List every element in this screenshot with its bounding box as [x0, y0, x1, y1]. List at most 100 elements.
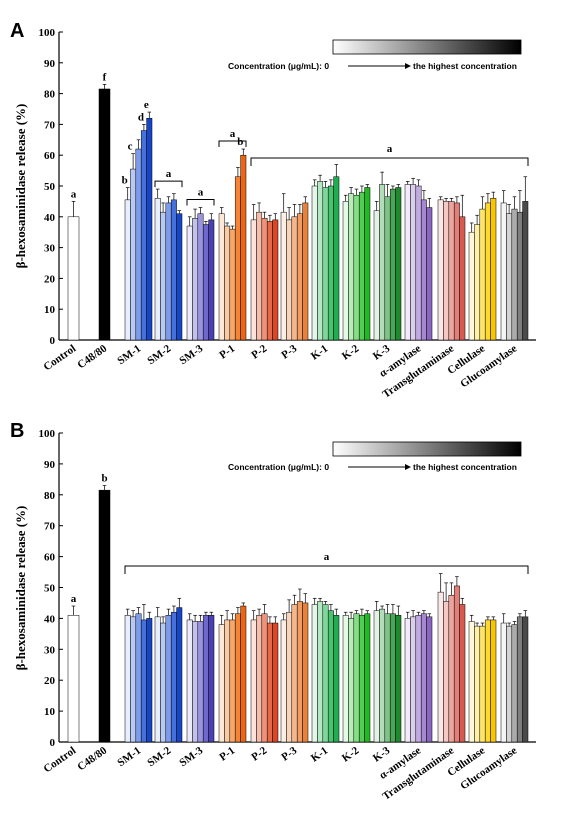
panel-b-bar	[364, 613, 371, 743]
panel-a-x-tick-label: P-3	[279, 342, 299, 361]
panel-b-bar	[404, 618, 411, 743]
panel-b-bar	[459, 604, 466, 743]
panel-b-x-tick-label: P-1	[217, 745, 237, 764]
panel-b-category-5	[218, 602, 247, 743]
panel-b-category-4	[186, 611, 215, 743]
panel-a-legend-label: Concentration (μg/mL): 0	[228, 61, 329, 71]
panel-a-bar	[348, 193, 355, 341]
panel-a-bar	[484, 202, 491, 341]
panel-b-bar	[261, 613, 268, 743]
panel-a-bar	[140, 130, 147, 341]
panel-a-y-axis-label: β-hexosaminidase release (%)	[13, 104, 28, 269]
panel-a-bar	[322, 187, 329, 341]
panel-b-bar	[479, 625, 486, 743]
panel-b-bar	[342, 615, 349, 743]
panel-b-category-8	[311, 597, 340, 743]
panel-a-significance-letter: b	[122, 175, 128, 187]
panel-a-bar	[296, 213, 303, 341]
panel-b-x-tick-label: P-2	[249, 744, 269, 763]
panel-b-bar	[311, 604, 318, 743]
panel-b-y-axis-label: β-hexosaminidase release (%)	[13, 506, 28, 671]
panel-a-x-tick-label: SM-3	[177, 342, 205, 367]
panel-b-y-tick-label: 10	[44, 706, 56, 718]
panel-a-category-10	[373, 171, 402, 341]
panel-b-bar	[202, 615, 209, 743]
panel-a-legend-gradient	[332, 39, 522, 55]
panel-a-x-tick-label: P-1	[217, 343, 237, 362]
panel-b-category-0	[67, 605, 80, 743]
panel-b-bar	[500, 622, 507, 743]
panel-a-bar	[333, 176, 340, 341]
panel-b-bar	[302, 602, 309, 743]
panel-b-bar	[224, 619, 231, 743]
panel-a-bar	[266, 221, 273, 341]
panel-a-category-4	[186, 207, 215, 341]
panel-b-bar	[358, 615, 365, 743]
panel-a-chart: A β-hexosaminidase release (%) Concentra…	[10, 20, 536, 401]
panel-a-y-tick-label: 10	[44, 304, 56, 316]
panel-a-bar	[404, 184, 411, 341]
panel-a-x-tick-label: Glucoamylase	[458, 343, 519, 391]
panel-a-y-tick-label: 90	[44, 58, 56, 70]
panel-a-significance-bracket	[154, 180, 183, 188]
panel-b-category-13	[468, 614, 497, 743]
panel-b-bar	[124, 615, 131, 743]
panel-a-category-13	[468, 191, 497, 341]
panel-a-bar	[327, 185, 334, 341]
panel-b-bar	[437, 591, 444, 743]
panel-b-bar	[453, 585, 460, 743]
panel-b-letter: B	[10, 420, 24, 442]
panel-a-bar	[511, 208, 518, 341]
panel-a-bar	[443, 201, 450, 341]
panel-b-bar	[208, 615, 215, 743]
panel-a-bar	[280, 211, 287, 341]
panel-a-legend-arrow-icon	[405, 63, 411, 69]
panel-b-bar	[317, 601, 324, 743]
panel-b-legend-arrow-icon	[405, 464, 411, 470]
panel-b-bar	[266, 622, 273, 743]
panel-b-bar	[176, 607, 183, 743]
panel-a-bar	[154, 198, 161, 341]
panel-a-bar	[379, 184, 386, 341]
panel-b-x-tick-label: SM-1	[115, 745, 143, 770]
panel-b-category-11	[404, 610, 433, 743]
panel-b-y-tick-label: 60	[44, 552, 56, 564]
panel-a-x-tick-label: K-1	[309, 343, 330, 363]
panel-b-bar	[516, 616, 523, 743]
panel-b-bar	[468, 621, 475, 743]
panel-b-bar	[511, 624, 518, 743]
panel-b-bar	[170, 611, 177, 743]
panel-a-bar	[373, 210, 380, 341]
panel-a-bar	[170, 199, 177, 341]
panel-a-significance-letter: a	[387, 143, 393, 155]
panel-b-significance-letter: a	[71, 593, 77, 605]
panel-b-bar	[415, 615, 422, 743]
panel-b-y-tick-label: 70	[44, 521, 56, 533]
panel-b-bar	[395, 615, 402, 743]
panel-a-bar	[426, 207, 433, 341]
panel-a-bar	[459, 216, 466, 341]
panel-a-x-tick-label: P-2	[249, 342, 269, 361]
panel-a-bar	[353, 194, 360, 341]
panel-b-bar	[490, 619, 497, 743]
panel-a-bar	[415, 185, 422, 341]
panel-b-bar	[154, 616, 161, 743]
panel-a-bar	[192, 218, 199, 341]
panel-a-bar	[256, 211, 263, 341]
panel-a-bar	[250, 219, 257, 341]
panel-a-significance-letter: f	[103, 71, 107, 83]
panel-b-category-10	[373, 601, 402, 743]
panel-a-category-11	[404, 177, 433, 341]
panel-b-x-tick-label: SM-3	[177, 744, 205, 769]
panel-b-x-tick-label: K-2	[340, 744, 362, 764]
panel-b-bar	[98, 489, 111, 743]
panel-a-bar	[317, 181, 324, 341]
panel-b-bar	[474, 625, 481, 743]
panel-b-category-1	[98, 485, 111, 743]
panel-b-legend-gradient	[332, 441, 522, 457]
panel-a-bar	[234, 176, 241, 341]
panel-a-category-3	[154, 188, 183, 341]
panel-b-bar	[353, 613, 360, 743]
panel-a-category-0	[67, 201, 80, 341]
